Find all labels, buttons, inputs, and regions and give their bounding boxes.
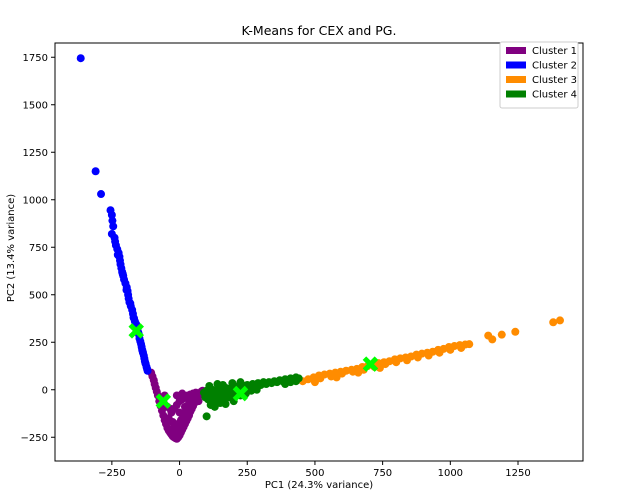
y-tick-label: 1000	[23, 195, 48, 206]
cluster-3-point	[332, 373, 341, 382]
cluster-3-point	[457, 343, 466, 352]
cluster-3-point	[413, 353, 422, 362]
legend-swatch	[506, 90, 526, 98]
cluster-2-point	[130, 314, 139, 323]
cluster-2-point	[122, 286, 131, 294]
cluster-3-point	[435, 348, 444, 357]
y-tick-label: 1500	[23, 100, 48, 111]
y-tick-label: 250	[29, 338, 48, 349]
cluster-3-point	[511, 327, 520, 336]
cluster-2-point	[97, 190, 106, 199]
cluster-2-point	[126, 299, 135, 308]
centroids	[128, 323, 379, 409]
legend-label: Cluster 3	[532, 75, 577, 86]
cluster-1-point	[187, 394, 196, 403]
cluster-3-point	[446, 345, 455, 354]
plot-frame	[54, 42, 584, 462]
cluster-2-point	[91, 167, 100, 176]
centroid-marker	[362, 356, 379, 372]
cluster-2-point	[138, 347, 147, 356]
y-tick-label: 0	[42, 385, 48, 396]
x-tick-label: 1000	[438, 468, 463, 479]
cluster-3-point	[497, 330, 506, 339]
cluster-1-point	[178, 389, 187, 398]
y-tick-label: 750	[29, 243, 48, 254]
y-tick-label: 500	[29, 290, 48, 301]
cluster-3-point	[549, 318, 558, 327]
cluster-3-point	[403, 356, 411, 365]
cluster-3-point	[424, 351, 433, 360]
cluster-3-point	[354, 368, 363, 377]
x-tick-label: −250	[98, 468, 125, 479]
cluster-4-point	[228, 379, 237, 388]
cluster-1-point	[174, 429, 183, 438]
cluster-2-point	[113, 250, 122, 259]
cluster-3-point	[488, 335, 497, 344]
chart-title: K-Means for CEX and PG.	[242, 23, 397, 38]
legend-swatch	[506, 76, 526, 83]
x-tick-label: 0	[176, 468, 182, 479]
cluster-2-point	[109, 222, 118, 231]
y-tick-label: 1750	[23, 53, 48, 64]
y-axis-label: PC2 (13.4% variance)	[6, 194, 17, 302]
legend-label: Cluster 4	[532, 90, 577, 101]
y-tick-label: 1250	[23, 148, 48, 159]
centroid-marker	[128, 323, 144, 339]
legend-label: Cluster 1	[532, 46, 577, 57]
cluster-3-point	[465, 340, 474, 349]
plot-area: −250 0 250 500 750 1000 1250 −250 0 250 500 750 1000…	[21, 42, 584, 479]
cluster-1-point	[168, 418, 177, 427]
x-axis-label: PC1 (24.3% variance)	[265, 480, 373, 491]
cluster-4-point	[221, 400, 230, 408]
cluster-2-point	[118, 269, 127, 278]
legend-swatch	[506, 61, 526, 69]
y-tick-label: −250	[21, 433, 48, 444]
x-tick-label: 1250	[505, 468, 530, 479]
cluster-4-point	[236, 378, 245, 387]
series-3	[298, 316, 564, 387]
cluster-1-point	[168, 424, 177, 433]
centroid-marker	[155, 393, 172, 409]
x-tick-label: 250	[238, 468, 257, 479]
series-1	[147, 368, 207, 443]
cluster-2-point	[143, 366, 152, 375]
cluster-1-point	[175, 408, 184, 417]
cluster-2-point	[141, 359, 150, 368]
cluster-3-point	[310, 378, 319, 387]
cluster-4-point	[252, 385, 261, 394]
x-tick-label: 500	[305, 468, 324, 479]
cluster-4-point	[218, 381, 227, 389]
cluster-3-point	[555, 316, 564, 325]
cluster-2-point	[76, 54, 85, 63]
cluster-1-point	[194, 397, 203, 406]
cluster-4-point	[202, 412, 211, 421]
legend: Cluster 1 Cluster 2 Cluster 3 Cluster 4	[499, 41, 579, 109]
cluster-4-point	[291, 377, 300, 386]
cluster-4-point	[205, 381, 214, 390]
cluster-3-point	[392, 358, 401, 367]
legend-swatch	[506, 47, 526, 54]
cluster-3-point	[375, 363, 384, 372]
x-tick-label: 750	[373, 468, 392, 479]
cluster-1-point	[191, 388, 200, 397]
legend-label: Cluster 2	[532, 61, 577, 72]
centroid-marker	[232, 385, 249, 402]
